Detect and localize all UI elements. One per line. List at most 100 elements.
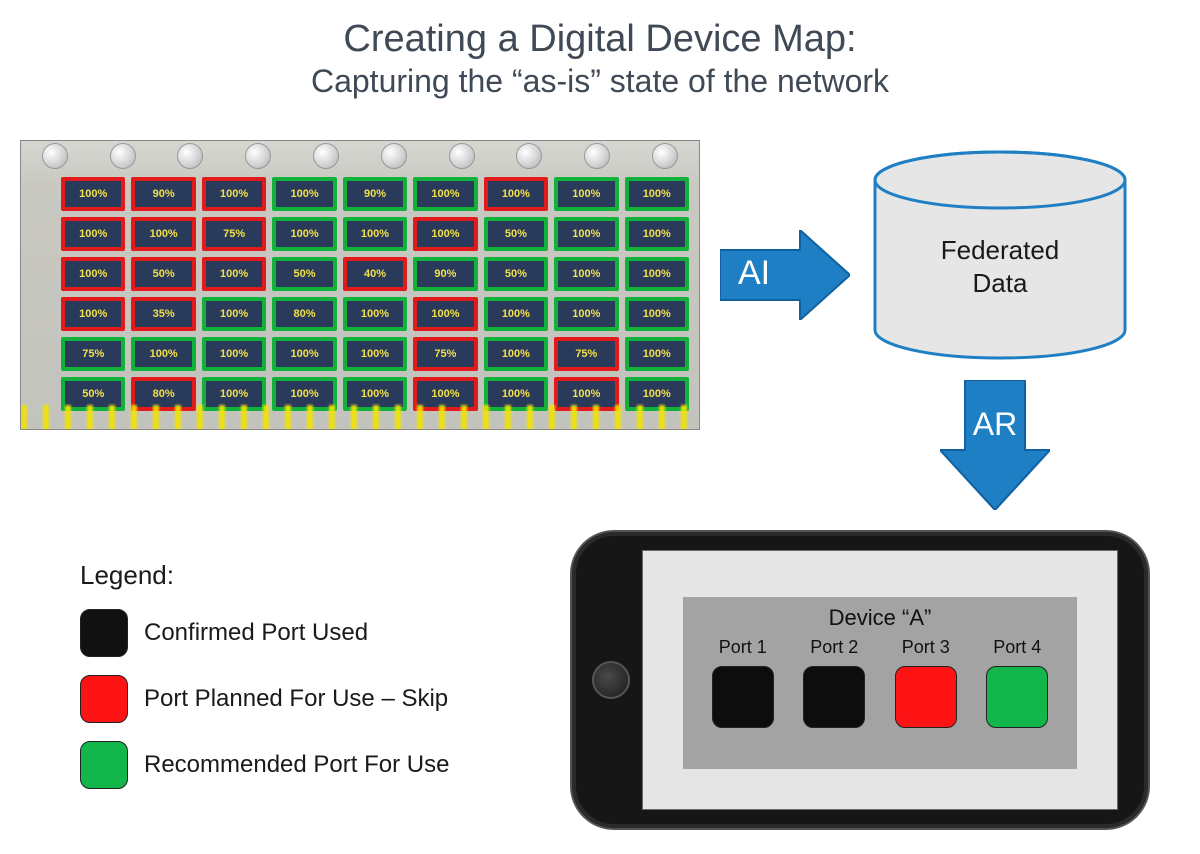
port-cell: 100%	[272, 337, 336, 371]
port-percentage: 80%	[153, 388, 175, 400]
port-cell: 100%	[272, 217, 336, 251]
port-percentage: 100%	[572, 308, 600, 320]
arrow-ai: AI	[720, 230, 850, 320]
legend-label: Confirmed Port Used	[144, 619, 368, 647]
device-ports-row: Port 1 Port 2 Port 3 Port 4	[683, 637, 1077, 728]
patch-panel: 100% 90% 100% 100% 90% 100% 100% 100% 100% 100% 10…	[20, 140, 700, 430]
port-cell: 50%	[484, 217, 548, 251]
port-percentage: 50%	[153, 268, 175, 280]
port-percentage: 90%	[364, 188, 386, 200]
port-cell: 75%	[202, 217, 266, 251]
port-percentage: 100%	[643, 228, 671, 240]
device-port-box	[712, 666, 774, 728]
port-percentage: 100%	[220, 188, 248, 200]
port-percentage: 100%	[79, 308, 107, 320]
port-cell: 100%	[625, 217, 689, 251]
port-cell: 50%	[272, 257, 336, 291]
device-port-label: Port 2	[803, 637, 865, 658]
arrow-ai-label: AI	[738, 254, 770, 293]
port-percentage: 100%	[220, 308, 248, 320]
port-percentage: 50%	[82, 388, 104, 400]
panel-connector-row	[21, 141, 699, 171]
port-percentage: 75%	[575, 348, 597, 360]
port-percentage: 100%	[502, 308, 530, 320]
port-cell: 50%	[131, 257, 195, 291]
port-percentage: 100%	[361, 308, 389, 320]
device-port: Port 3	[895, 637, 957, 728]
port-cell: 90%	[343, 177, 407, 211]
port-percentage: 100%	[572, 228, 600, 240]
legend-title: Legend:	[80, 560, 540, 591]
port-cell: 50%	[484, 257, 548, 291]
database-label-line1: Federated	[941, 235, 1060, 265]
port-percentage: 40%	[364, 268, 386, 280]
port-cell: 100%	[554, 297, 618, 331]
arrow-ar: AR	[940, 380, 1050, 510]
port-percentage: 100%	[220, 268, 248, 280]
port-percentage: 100%	[79, 188, 107, 200]
panel-knob	[42, 143, 68, 169]
device-port: Port 4	[986, 637, 1048, 728]
port-percentage: 100%	[361, 228, 389, 240]
port-percentage: 100%	[290, 348, 318, 360]
port-cell: 100%	[202, 337, 266, 371]
port-percentage: 100%	[572, 388, 600, 400]
port-percentage: 50%	[505, 268, 527, 280]
port-percentage: 100%	[431, 308, 459, 320]
port-percentage: 100%	[502, 188, 530, 200]
port-cell: 40%	[343, 257, 407, 291]
port-percentage: 100%	[150, 228, 178, 240]
legend-row: Confirmed Port Used	[80, 609, 540, 657]
port-percentage: 100%	[502, 348, 530, 360]
panel-knob	[584, 143, 610, 169]
panel-knob	[177, 143, 203, 169]
port-percentage: 100%	[150, 348, 178, 360]
database-cylinder: Federated Data	[870, 150, 1130, 360]
port-cell: 100%	[61, 217, 125, 251]
port-cell: 90%	[131, 177, 195, 211]
port-cell: 100%	[625, 257, 689, 291]
port-cell: 75%	[61, 337, 125, 371]
port-cell: 100%	[61, 177, 125, 211]
port-percentage: 100%	[572, 188, 600, 200]
port-cell: 100%	[413, 297, 477, 331]
device-port-label: Port 3	[895, 637, 957, 658]
port-cell: 75%	[554, 337, 618, 371]
port-percentage: 80%	[294, 308, 316, 320]
panel-knob	[516, 143, 542, 169]
port-percentage: 100%	[220, 388, 248, 400]
port-percentage: 100%	[361, 388, 389, 400]
legend-swatch	[80, 741, 128, 789]
port-percentage: 100%	[361, 348, 389, 360]
port-percentage: 100%	[643, 348, 671, 360]
port-percentage: 100%	[290, 388, 318, 400]
legend-swatch	[80, 675, 128, 723]
port-grid: 100% 90% 100% 100% 90% 100% 100% 100% 100% 100% 10…	[61, 177, 689, 411]
port-cell: 100%	[343, 337, 407, 371]
port-cell: 80%	[272, 297, 336, 331]
port-percentage: 100%	[79, 228, 107, 240]
port-cell: 100%	[131, 217, 195, 251]
port-cell: 100%	[61, 257, 125, 291]
port-percentage: 100%	[431, 228, 459, 240]
port-percentage: 100%	[572, 268, 600, 280]
port-percentage: 100%	[220, 348, 248, 360]
port-cell: 35%	[131, 297, 195, 331]
port-cell: 100%	[343, 217, 407, 251]
port-percentage: 100%	[79, 268, 107, 280]
device-port-box	[803, 666, 865, 728]
port-percentage: 35%	[153, 308, 175, 320]
panel-cables	[21, 405, 699, 430]
port-cell: 100%	[484, 297, 548, 331]
port-cell: 100%	[554, 177, 618, 211]
port-percentage: 50%	[294, 268, 316, 280]
port-percentage: 50%	[505, 228, 527, 240]
panel-knob	[313, 143, 339, 169]
device-port: Port 1	[712, 637, 774, 728]
port-percentage: 100%	[290, 188, 318, 200]
phone-device: Device “A” Port 1Port 2Port 3Port 4	[570, 530, 1150, 830]
legend-label: Port Planned For Use – Skip	[144, 685, 448, 713]
arrow-ar-label: AR	[940, 406, 1050, 443]
port-cell: 100%	[343, 297, 407, 331]
port-percentage: 90%	[434, 268, 456, 280]
